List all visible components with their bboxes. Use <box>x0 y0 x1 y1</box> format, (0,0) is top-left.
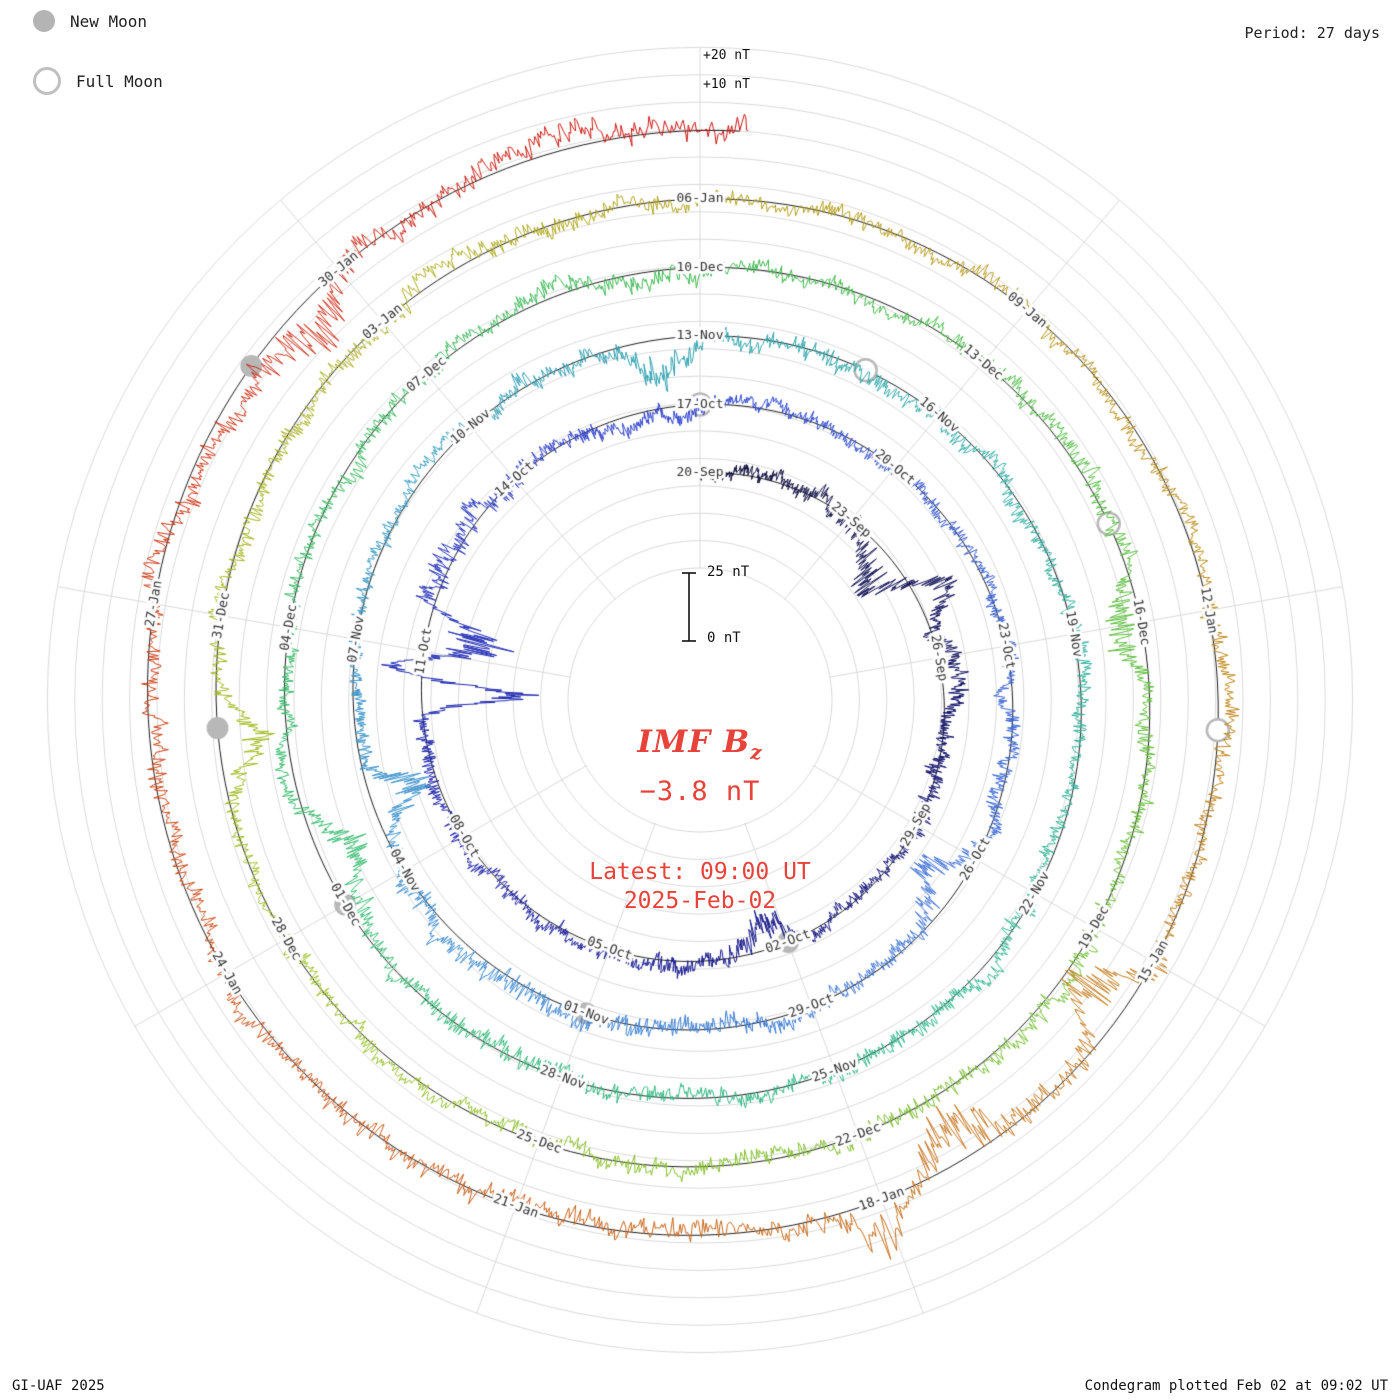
new-moon-icon <box>33 10 55 32</box>
period-label: Period: 27 days <box>1244 24 1380 42</box>
scale-bar <box>682 572 696 642</box>
full-moon-icon <box>33 67 61 95</box>
legend-full-moon-label: Full Moon <box>76 71 163 91</box>
legend-new-moon: New Moon <box>33 10 147 32</box>
radial-label-plus10: +10 nT <box>703 77 750 92</box>
imf-title-text: IMF B <box>637 724 751 760</box>
footer-plotted: Condegram plotted Feb 02 at 09:02 UT <box>1084 1378 1388 1394</box>
latest-date: 2025-Feb-02 <box>623 887 777 914</box>
scale-label-bottom: 0 nT <box>707 630 741 646</box>
scale-label-top: 25 nT <box>707 564 750 580</box>
imf-value: −3.8 nT <box>639 776 761 808</box>
latest-time: Latest: 09:00 UT <box>589 859 811 885</box>
legend-full-moon: Full Moon <box>33 67 163 95</box>
imf-title: IMF Bz <box>440 724 960 764</box>
radial-label-plus20: +20 nT <box>703 48 750 63</box>
center-annotation: IMF Bz −3.8 nT <box>440 724 960 807</box>
legend-new-moon-label: New Moon <box>70 11 148 31</box>
imf-title-sub: z <box>750 740 763 765</box>
latest-block: Latest: 09:00 UT 2025-Feb-02 <box>440 858 960 916</box>
footer-credit: GI-UAF 2025 <box>12 1378 105 1394</box>
